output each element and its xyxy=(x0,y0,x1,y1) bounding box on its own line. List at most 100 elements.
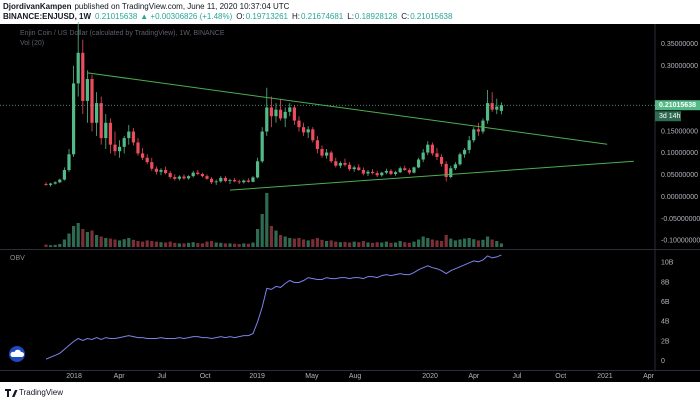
candle-body xyxy=(269,107,273,117)
volume-bar xyxy=(209,241,214,247)
candle-body xyxy=(177,176,181,179)
candle-body xyxy=(173,177,177,179)
candle-body xyxy=(462,149,467,155)
candle-body xyxy=(306,129,310,133)
volume-bar xyxy=(301,239,306,247)
x-tick-label: Oct xyxy=(555,373,566,380)
volume-bar xyxy=(237,244,241,247)
symbol-line: BINANCE:ENJUSD, 1W 0.21015638 ▲ +0.0030682… xyxy=(3,12,453,21)
volume-bar xyxy=(177,243,181,247)
volume-bar xyxy=(407,242,411,247)
volume-bar xyxy=(191,242,195,247)
candle-body xyxy=(209,178,214,183)
volume-bar xyxy=(439,241,444,247)
candle-body xyxy=(361,170,365,174)
volume-bar xyxy=(476,240,480,247)
volume-bar xyxy=(393,242,398,247)
volume-bar xyxy=(219,242,223,247)
volume-bar xyxy=(94,235,99,247)
plot xyxy=(0,22,655,360)
volume-bar xyxy=(421,236,425,247)
candle-body xyxy=(81,52,85,101)
volume-bar xyxy=(168,241,172,247)
candle-body xyxy=(467,140,471,150)
volume-bar xyxy=(412,241,416,247)
footer xyxy=(0,382,700,402)
candle-body xyxy=(334,161,338,166)
volume-bar xyxy=(186,242,191,247)
volume-bar xyxy=(122,239,126,247)
trendline xyxy=(229,160,634,191)
y-tick-label: 2B xyxy=(661,338,670,345)
x-tick-label: Jul xyxy=(513,373,522,380)
countdown-label: 3d 14h xyxy=(659,113,681,120)
y-tick-label: 0.35000000 xyxy=(661,41,698,48)
volume-bar xyxy=(173,242,177,247)
candle-body xyxy=(403,168,407,171)
volume-bar xyxy=(462,238,467,247)
volume-bar xyxy=(278,235,283,247)
candle-body xyxy=(301,127,306,133)
candle-body xyxy=(232,180,237,182)
y-tick-label: 0.30000000 xyxy=(661,63,698,70)
candle-body xyxy=(439,156,444,164)
x-tick-label: May xyxy=(305,373,319,380)
candle-body xyxy=(430,144,434,154)
volume-bar xyxy=(53,244,57,247)
volume-bar xyxy=(430,239,434,247)
volume-bar xyxy=(85,232,89,247)
volume-bar xyxy=(366,242,370,247)
volume-bar xyxy=(334,241,338,247)
candle-body xyxy=(435,153,439,157)
candle-body xyxy=(99,103,103,139)
volume-bar xyxy=(223,243,227,247)
volume-bar xyxy=(269,226,273,247)
volume-bar xyxy=(347,242,352,247)
volume-bar xyxy=(444,235,448,247)
volume-bar xyxy=(108,238,112,247)
candle-body xyxy=(113,144,117,152)
countdown-box xyxy=(655,111,681,122)
ohlc-value: 0.19713261 xyxy=(246,12,289,21)
volume-bar xyxy=(380,242,384,247)
volume-bar xyxy=(357,242,361,247)
candle-body xyxy=(472,129,476,141)
candle-body xyxy=(357,167,361,171)
candle-body xyxy=(265,107,269,132)
candle-body xyxy=(53,182,57,184)
candle-body xyxy=(223,177,227,181)
candle-body xyxy=(136,142,140,154)
volume-bar xyxy=(81,229,85,247)
candle-body xyxy=(311,129,315,141)
y-tick-label: 10B xyxy=(661,260,674,267)
ohlc-label: O: xyxy=(236,12,244,21)
last-price-label: 0.21015638 xyxy=(659,102,696,109)
volume-bar xyxy=(458,239,462,247)
candle-body xyxy=(416,159,421,168)
x-tick-label: 2020 xyxy=(422,373,438,380)
volume-bar xyxy=(265,193,269,247)
candle-body xyxy=(117,146,122,152)
chart-legend: Enjin Coin / US Dollar (calculated by Tr… xyxy=(20,30,225,37)
candle-body xyxy=(426,144,430,153)
candle-body xyxy=(278,109,283,119)
candle-body xyxy=(122,138,126,147)
candle-body xyxy=(145,157,149,163)
volume-bar xyxy=(324,241,329,247)
volume-bar xyxy=(329,240,333,247)
volume-bar xyxy=(490,239,494,247)
candle-body xyxy=(485,103,490,121)
candle-body xyxy=(67,154,71,171)
obv-legend: OBV xyxy=(10,255,25,262)
volume-bar xyxy=(48,245,53,247)
brand-logo xyxy=(5,389,18,397)
candle-body xyxy=(297,120,301,128)
volume-bar xyxy=(67,233,71,247)
volume-bar xyxy=(384,241,388,247)
candle-body xyxy=(154,168,158,172)
volume-bar xyxy=(58,244,62,247)
ohlc-label: H: xyxy=(292,12,300,21)
brand: TradingView xyxy=(19,388,63,397)
last-price-box xyxy=(655,100,700,111)
candle-body xyxy=(140,153,145,158)
